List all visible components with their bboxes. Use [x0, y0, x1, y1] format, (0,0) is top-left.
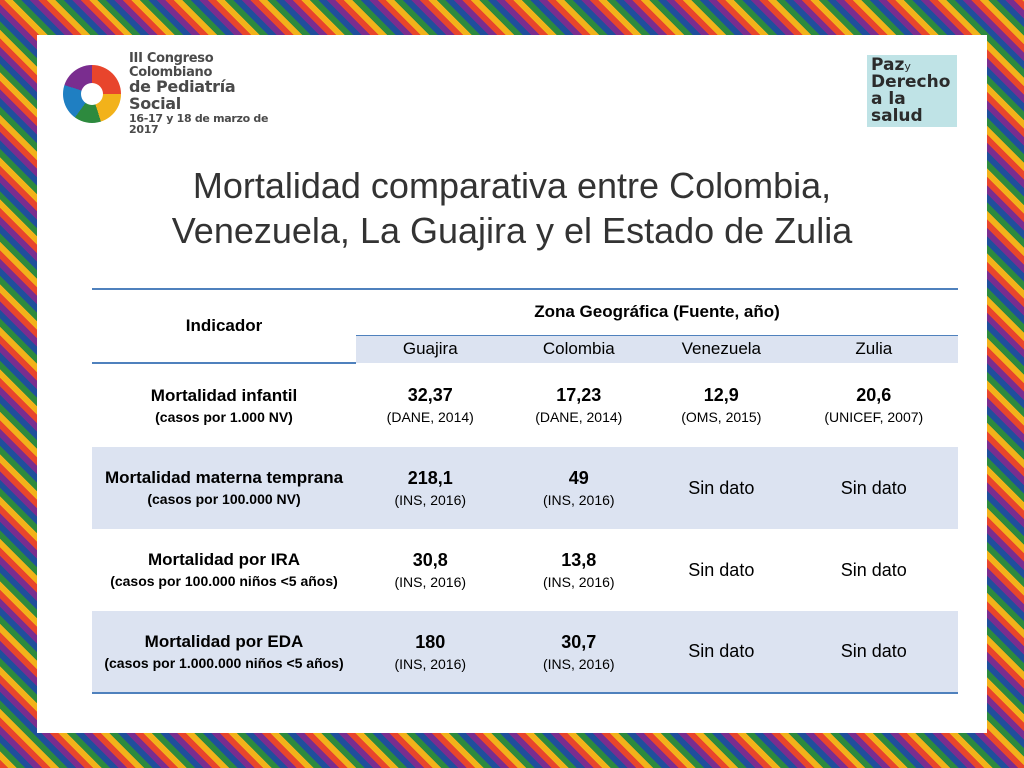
row-indicator: Mortalidad por IRA (casos por 100.000 ni… [92, 529, 356, 611]
paz-logo-line1: Pazy [871, 57, 953, 74]
cell-guajira: 30,8 (INS, 2016) [356, 529, 505, 611]
indicator-unit: (casos por 1.000.000 niños <5 años) [104, 654, 344, 671]
cell-source: (UNICEF, 2007) [824, 409, 924, 425]
row-indicator: Mortalidad por EDA (casos por 1.000.000 … [92, 611, 356, 694]
mortality-table: Indicador Zona Geográfica (Fuente, año) … [92, 288, 958, 694]
indicator-name: Mortalidad materna temprana [104, 468, 344, 487]
paz-logo-line2: Derecho [871, 72, 951, 92]
paz-logo-y: y [904, 60, 911, 73]
row-indicator: Mortalidad materna temprana (casos por 1… [92, 447, 356, 529]
slide-title: Mortalidad comparativa entre Colombia, V… [37, 163, 987, 253]
cell-guajira: 218,1 (INS, 2016) [356, 447, 505, 529]
cell-zulia: Sin dato [789, 611, 958, 694]
congress-logo-line2: de Pediatría Social [129, 77, 236, 114]
cell-source: (OMS, 2015) [681, 409, 762, 425]
congress-logo-text: III Congreso Colombiano de Pediatría Soc… [129, 52, 283, 136]
cell-value: 20,6 [856, 385, 892, 405]
cell-venezuela: 12,9 (OMS, 2015) [653, 363, 790, 447]
table-row: Mortalidad infantil (casos por 1.000 NV)… [92, 363, 958, 447]
cell-source: (DANE, 2014) [535, 409, 623, 425]
cell-venezuela: Sin dato [688, 559, 755, 580]
congress-logo-line1: III Congreso Colombiano [129, 51, 214, 80]
cell-zulia: 20,6 (UNICEF, 2007) [790, 363, 958, 447]
cell-source: (INS, 2016) [394, 574, 467, 590]
indicator-unit: (casos por 100.000 niños <5 años) [110, 573, 338, 589]
cell-value: 13,8 [561, 550, 597, 570]
cell-colombia: 13,8 (INS, 2016) [505, 529, 654, 611]
cell-value: 12,9 [703, 385, 739, 405]
slide: III Congreso Colombiano de Pediatría Soc… [37, 35, 987, 733]
header-zone: Zona Geográfica (Fuente, año) [356, 288, 958, 336]
header-indicator: Indicador [92, 288, 356, 364]
cell-guajira: 32,37 (DANE, 2014) [356, 363, 505, 447]
indicator-name: Mortalidad infantil [150, 385, 298, 405]
congress-emblem-icon [63, 65, 121, 123]
congress-logo-line3: 16-17 y 18 de marzo de 2017 [129, 111, 269, 137]
indicator-unit: (casos por 1.000 NV) [155, 408, 293, 425]
column-venezuela: Venezuela [653, 335, 790, 363]
cell-source: (INS, 2016) [394, 492, 467, 508]
cell-value: 49 [568, 468, 589, 488]
cell-zulia: Sin dato [840, 559, 907, 580]
column-zulia: Zulia [789, 335, 958, 363]
cell-guajira: 180 (INS, 2016) [356, 611, 505, 694]
paz-logo-word: Paz [871, 55, 905, 75]
cell-value: 32,37 [407, 385, 453, 405]
cell-source: (DANE, 2014) [386, 409, 474, 425]
paz-derecho-logo: Pazy Derecho a la salud [867, 55, 957, 127]
cell-colombia: 30,7 (INS, 2016) [504, 611, 654, 694]
table-row: Mortalidad por IRA (casos por 100.000 ni… [92, 529, 958, 611]
cell-colombia: 49 (INS, 2016) [504, 447, 654, 529]
indicator-name: Mortalidad por EDA [144, 631, 304, 651]
cell-value: 180 [415, 631, 446, 652]
cell-venezuela: Sin dato [653, 611, 790, 694]
cell-source: (INS, 2016) [542, 574, 615, 590]
table-row: Mortalidad por EDA (casos por 1.000.000 … [92, 611, 958, 694]
cell-value: 30,8 [412, 550, 448, 570]
slide-title-line1: Mortalidad comparativa entre Colombia, [192, 165, 832, 206]
column-guajira: Guajira [356, 335, 505, 363]
column-colombia: Colombia [504, 335, 654, 363]
cell-venezuela: Sin dato [653, 447, 790, 529]
cell-source: (INS, 2016) [394, 655, 467, 672]
row-indicator: Mortalidad infantil (casos por 1.000 NV) [92, 363, 356, 447]
table-header-row: Indicador Zona Geográfica (Fuente, año) [92, 288, 958, 364]
slide-title-line2: Venezuela, La Guajira y el Estado de Zul… [171, 210, 853, 251]
congress-logo: III Congreso Colombiano de Pediatría Soc… [63, 52, 283, 136]
paz-logo-line3: a la salud [871, 89, 923, 126]
cell-value: 218,1 [407, 468, 453, 488]
cell-source: (INS, 2016) [542, 655, 615, 672]
table-row: Mortalidad materna temprana (casos por 1… [92, 447, 958, 529]
indicator-unit: (casos por 100.000 NV) [147, 491, 301, 507]
cell-zulia: Sin dato [789, 447, 958, 529]
cell-source: (INS, 2016) [542, 492, 615, 508]
cell-value: 17,23 [556, 385, 602, 405]
cell-colombia: 17,23 (DANE, 2014) [505, 363, 654, 447]
indicator-name: Mortalidad por IRA [147, 550, 301, 569]
table-subheader-row: Guajira Colombia Venezuela Zulia [92, 335, 958, 363]
cell-value: 30,7 [561, 631, 597, 652]
